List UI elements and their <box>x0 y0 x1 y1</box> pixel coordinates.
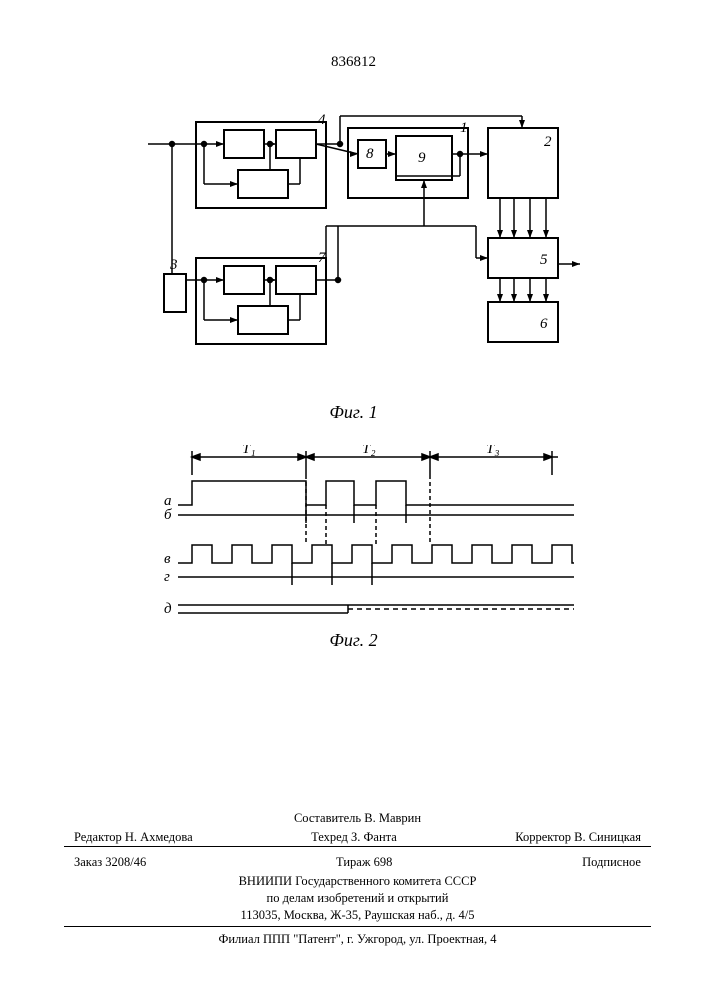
document-number: 836812 <box>331 54 376 71</box>
figure-1-svg: 4 7 3 1 8 9 2 5 6 <box>148 114 580 412</box>
block-9-label: 9 <box>418 150 426 166</box>
editor-text: Редактор Н. Ахмедова <box>74 829 193 846</box>
block-8-label: 8 <box>366 146 374 162</box>
fig1-caption: Фиг. 1 <box>329 402 377 423</box>
figure-1: 4 7 3 1 8 9 2 5 6 <box>148 114 580 412</box>
block-4-label: 4 <box>318 114 326 128</box>
order-text: Заказ 3208/46 <box>74 854 146 871</box>
row-d-label: д <box>164 601 172 617</box>
block-2-label: 2 <box>544 134 552 150</box>
block-6-label: 6 <box>540 316 548 332</box>
tirazh-text: Тираж 698 <box>336 854 392 871</box>
t3-label: T₃ <box>486 445 500 457</box>
figure-2-svg: T₁ T₂ T₃ а б в г д <box>148 445 580 635</box>
row-v-label: в <box>164 551 171 567</box>
imprint-block: Заказ 3208/46 Тираж 698 Подписное ВНИИПИ… <box>64 852 651 924</box>
org1-text: ВНИИПИ Государственного комитета СССР <box>64 873 651 890</box>
page: 836812 <box>0 0 707 1000</box>
block-1-label: 1 <box>460 120 468 136</box>
figure-2: T₁ T₂ T₃ а б в г д <box>148 445 580 645</box>
corrector-text: Корректор В. Синицкая <box>515 829 641 846</box>
credits-block: Составитель В. Маврин Редактор Н. Ахмедо… <box>64 810 651 848</box>
address-text: 113035, Москва, Ж-35, Раушская наб., д. … <box>64 907 651 924</box>
compiler-line: Составитель В. Маврин <box>64 810 651 827</box>
row-b-label: б <box>164 507 172 523</box>
branch-line: Филиал ППП "Патент", г. Ужгород, ул. Про… <box>64 932 651 947</box>
org2-text: по делам изобретений и открытий <box>64 890 651 907</box>
t2-label: T₂ <box>362 445 376 457</box>
block-3-label: 3 <box>169 257 178 273</box>
divider-2 <box>64 926 651 927</box>
techred-text: Техред З. Фанта <box>311 829 397 846</box>
fig2-caption: Фиг. 2 <box>329 630 377 651</box>
block-5-label: 5 <box>540 252 548 268</box>
subscription-text: Подписное <box>582 854 641 871</box>
row-g-label: г <box>164 569 170 585</box>
divider-1 <box>64 846 651 847</box>
t1-label: T₁ <box>242 445 256 457</box>
